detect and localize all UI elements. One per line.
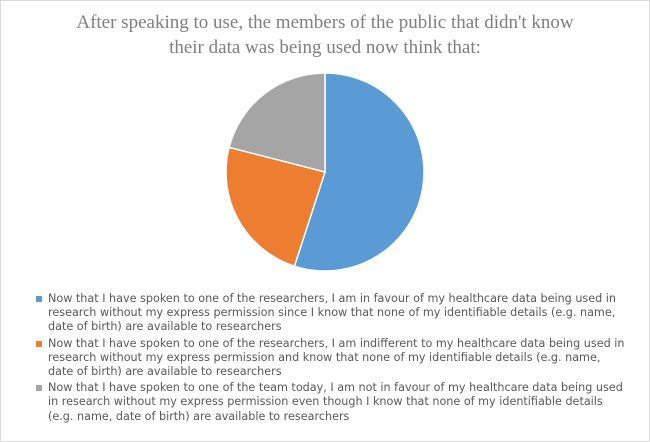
legend-label-indifferent: Now that I have spoken to one of the res… [48,336,625,379]
legend-swatch-not-in-favour [36,385,42,392]
legend-item-not-in-favour: Now that I have spoken to one of the tea… [36,381,626,424]
pie-slice-in-favour [293,72,425,272]
chart-title: After speaking to use, the members of th… [40,10,610,60]
pie-slice-not-in-favour [228,72,326,173]
legend-swatch-in-favour [36,296,42,302]
legend-label-not-in-favour: Now that I have spoken to one of the tea… [48,381,623,423]
legend-swatch-indifferent [36,340,42,347]
legend-item-indifferent: Now that I have spoken to one of the res… [36,337,626,380]
legend-label-in-favour: Now that I have spoken to one of the res… [48,292,616,334]
chart-title-line-2: their data was being used now think that… [169,37,481,58]
chart-legend: Now that I have spoken to one of the res… [36,292,626,426]
chart-title-line-1: After speaking to use, the members of th… [76,12,574,33]
legend-item-in-favour: Now that I have spoken to one of the res… [36,292,626,335]
pie-slice-indifferent [225,146,326,268]
